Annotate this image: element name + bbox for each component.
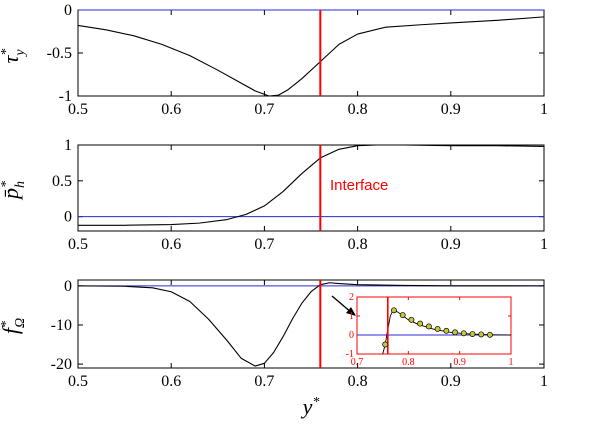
ph-ylabel: p̄*h	[0, 181, 28, 201]
f_inset-ytick-label: 1	[349, 311, 354, 322]
f_inset-xtick-label: 0.7	[351, 357, 364, 368]
inset-marker	[399, 312, 406, 318]
f-xtick-label: 0.5	[68, 373, 88, 390]
f-xtick-label: 0.9	[441, 373, 461, 390]
inset-axes-frame	[356, 296, 512, 355]
inset-marker	[469, 331, 476, 337]
panel-ph: 0.5 0.6 0.7 0.8 0.9 1 1 0.5 0 Interface p̄*h	[0, 137, 548, 253]
ph-ytick-label: 0	[64, 209, 72, 226]
f-ytick-label: 0	[64, 278, 72, 295]
tau-xtick-label: 0.6	[161, 101, 181, 118]
tau-ticks: 0.5 0.6 0.7 0.8 0.9 1 0 -0.5 -1	[47, 2, 548, 118]
tau-xtick-label: 0.8	[348, 101, 368, 118]
x-axis-label: y*	[301, 394, 320, 419]
tau-curve	[77, 16, 545, 97]
interface-annotation: Interface	[330, 177, 388, 194]
inset-marker	[478, 331, 485, 338]
f-curve	[77, 282, 545, 367]
inset-markers	[382, 307, 493, 348]
ph-xtick-label: 0.9	[441, 236, 461, 253]
f_inset-xtick-label: 0.9	[453, 357, 466, 368]
inset-marker	[408, 316, 415, 323]
f-xtick-label: 0.6	[161, 373, 181, 390]
inset-marker	[487, 331, 493, 338]
inset-marker	[452, 329, 458, 336]
inset-marker	[417, 320, 424, 327]
tau-xtick-label: 0.9	[441, 101, 461, 118]
tau-xtick-label: 0.5	[68, 101, 88, 118]
tau-ylabel: τ*y	[0, 49, 28, 64]
panel-f: 0.5 0.6 0.7 0.8 0.9 10-10-20 f*Ω	[0, 278, 548, 390]
f_inset-xtick-label: 1	[509, 357, 514, 368]
f-xtick-label: 1	[540, 373, 548, 390]
f-ytick-label: -10	[51, 317, 72, 334]
f-ticks: 0.5 0.6 0.7 0.8 0.9 10-10-20	[51, 278, 548, 390]
f_inset-ytick-label: 0	[349, 330, 354, 341]
f-xtick-label: 0.7	[254, 373, 274, 390]
inset-marker	[443, 327, 450, 334]
inset-marker	[460, 330, 467, 337]
panel-tau: 0.5 0.6 0.7 0.8 0.9 1 0 -0.5 -1 τ*y	[0, 2, 548, 118]
inset-marker	[391, 307, 397, 314]
ph-curve	[78, 144, 545, 226]
ph-ytick-label: 1	[64, 137, 72, 154]
f_inset-ytick-label: -1	[346, 349, 354, 360]
ph-ticks: 0.5 0.6 0.7 0.8 0.9 1 1 0.5 0	[52, 137, 548, 253]
tau-xtick-label: 1	[540, 101, 548, 118]
tau-ytick-label: -0.5	[47, 45, 72, 62]
inset-arrow	[331, 295, 356, 316]
ph-xtick-label: 0.6	[161, 236, 181, 253]
f_inset-xtick-label: 0.8	[402, 357, 415, 368]
f-axes-frame	[77, 279, 545, 369]
f_inset-ytick-label: 2	[349, 292, 354, 303]
ph-xtick-label: 1	[540, 236, 548, 253]
inset-marker	[382, 341, 389, 348]
inset-marker	[425, 323, 432, 330]
ph-ytick-label: 0.5	[52, 173, 72, 190]
f-xtick-label: 0.8	[348, 373, 368, 390]
ph-axes-frame	[77, 144, 545, 232]
f-ytick-label: -20	[51, 356, 72, 373]
tau-ytick-label: -1	[59, 88, 72, 105]
tau-axes-frame	[77, 9, 545, 97]
panel-f-inset: 0.7 0.8 0.9 1 2 1 0 -1	[346, 292, 514, 368]
ph-xtick-label: 0.7	[254, 236, 274, 253]
tau-xtick-label: 0.7	[254, 101, 274, 118]
ph-xtick-label: 0.5	[68, 236, 88, 253]
f-ylabel: f*Ω	[0, 318, 28, 334]
inset-marker	[434, 325, 441, 332]
ph-xtick-label: 0.8	[348, 236, 368, 253]
tau-ytick-label: 0	[64, 2, 72, 19]
